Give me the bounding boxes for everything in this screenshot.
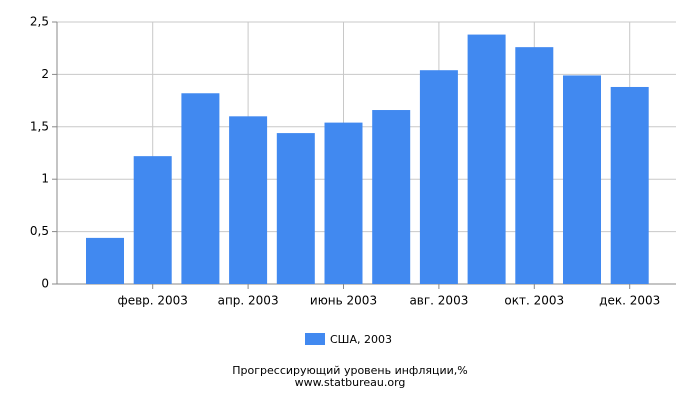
bar (276, 133, 315, 284)
caption: Прогрессирующий уровень инфляции,% (232, 364, 467, 377)
source: www.statbureau.org (295, 376, 406, 389)
bar (563, 75, 601, 284)
bar (419, 70, 458, 284)
bar (229, 116, 268, 284)
bar (133, 156, 172, 284)
y-tick-label: 2 (41, 67, 49, 81)
bar (610, 86, 649, 284)
legend-label: США, 2003 (330, 333, 392, 346)
bar (467, 34, 506, 284)
x-tick-label: авг. 2003 (409, 294, 468, 308)
bar (372, 110, 411, 284)
bar (515, 47, 554, 284)
y-tick-label: 0 (41, 277, 49, 291)
x-tick-label: окт. 2003 (504, 294, 564, 308)
legend-swatch (305, 333, 325, 345)
y-tick-label: 1 (41, 172, 49, 186)
x-tick-label: дек. 2003 (599, 294, 660, 308)
x-tick-label: апр. 2003 (218, 294, 279, 308)
x-tick-label: июнь 2003 (310, 294, 377, 308)
bar (86, 237, 124, 284)
bar (181, 93, 220, 284)
x-tick-label: февр. 2003 (117, 294, 188, 308)
y-tick-label: 0,5 (30, 224, 49, 238)
bar (324, 122, 363, 284)
y-tick-label: 2,5 (30, 15, 49, 29)
y-tick-label: 1,5 (30, 119, 49, 133)
